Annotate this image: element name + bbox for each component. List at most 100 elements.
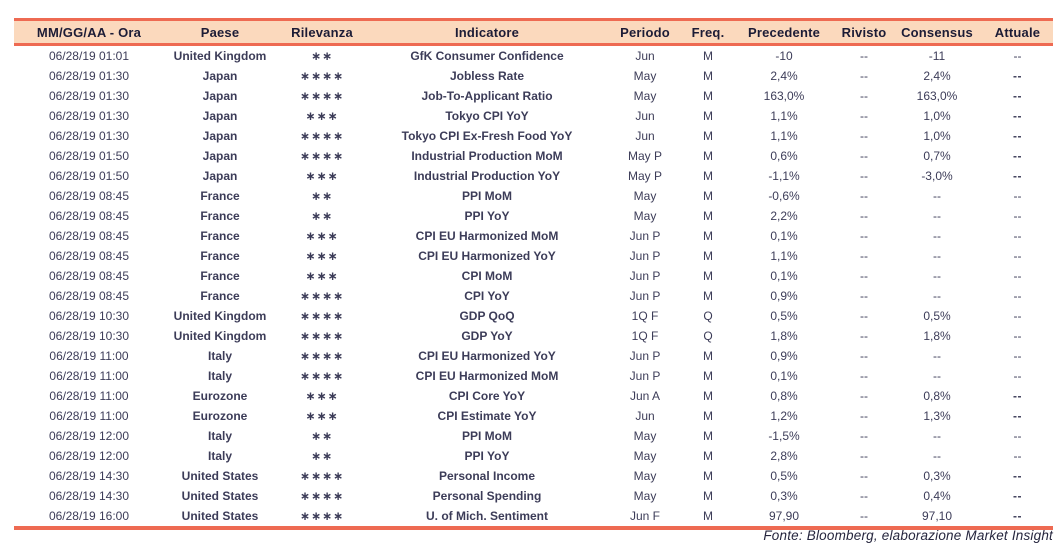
cell-attuale: -- — [1013, 229, 1022, 243]
cell-attuale: -- — [1013, 289, 1022, 303]
cell-precedente: 163,0% — [763, 89, 805, 103]
cell-periodo: 1Q F — [631, 329, 659, 343]
table-row: 06/28/19 12:00 Italy ∗∗ PPI MoM May M -1,5% -- -… — [14, 426, 1053, 446]
cell-rilevanza: ∗∗∗ — [305, 269, 339, 283]
cell-consensus: -- — [933, 229, 941, 243]
cell-attuale: -- — [1013, 69, 1022, 83]
cell-precedente: 0,1% — [770, 269, 798, 283]
cell-indicatore: CPI YoY — [464, 289, 510, 303]
cell-indicatore: Industrial Production YoY — [413, 169, 561, 183]
cell-attuale: -- — [1013, 389, 1022, 403]
cell-consensus: -- — [933, 209, 941, 223]
cell-paese: France — [200, 249, 240, 263]
table-row: 06/28/19 08:45 France ∗∗∗ CPI MoM Jun P M 0,1%… — [14, 266, 1053, 286]
cell-consensus: 0,8% — [923, 389, 951, 403]
cell-indicatore: PPI YoY — [464, 209, 510, 223]
cell-attuale: -- — [1013, 449, 1022, 463]
cell-periodo: May — [633, 489, 657, 503]
table-row: 06/28/19 01:50 Japan ∗∗∗∗ Industrial Produc… — [14, 146, 1053, 166]
cell-indicatore: Tokyo CPI Ex-Fresh Food YoY — [401, 129, 573, 143]
cell-indicatore: PPI MoM — [462, 189, 512, 203]
cell-precedente: 97,90 — [732, 506, 836, 530]
cell-rilevanza: ∗∗∗∗ — [299, 289, 345, 303]
cell-rilevanza: ∗∗∗ — [305, 409, 339, 423]
cell-indicatore: CPI EU Harmonized YoY — [418, 349, 556, 363]
cell-datetime: 06/28/19 08:45 — [48, 229, 130, 243]
cell-rivisto: -- — [860, 249, 868, 263]
cell-periodo: May — [633, 69, 657, 83]
cell-attuale: -- — [1013, 309, 1022, 323]
cell-consensus: -- — [933, 289, 941, 303]
cell-indicatore: Tokyo CPI YoY — [445, 109, 529, 123]
cell-rilevanza: ∗∗ — [310, 449, 334, 463]
cell-rilevanza: ∗∗∗∗ — [299, 489, 345, 503]
cell-consensus: -- — [933, 249, 941, 263]
cell-attuale: -- — [1013, 429, 1022, 443]
cell-paese: United States — [164, 506, 276, 530]
cell-datetime: 06/28/19 10:30 — [48, 329, 130, 343]
cell-datetime: 06/28/19 08:45 — [48, 189, 130, 203]
table-body: 06/28/19 01:01 United Kingdom ∗∗ GfK Consum… — [14, 45, 1053, 530]
cell-rivisto: -- — [860, 469, 868, 483]
cell-freq: M — [703, 69, 713, 83]
table-row: 06/28/19 01:50 Japan ∗∗∗ Industrial Product… — [14, 166, 1053, 186]
cell-indicatore: Personal Income — [438, 469, 536, 483]
cell-rivisto: -- — [860, 49, 868, 63]
cell-freq: M — [703, 189, 713, 203]
cell-precedente: 0,1% — [770, 369, 798, 383]
cell-paese: United States — [181, 489, 259, 503]
cell-consensus: 0,3% — [923, 469, 951, 483]
cell-paese: Japan — [202, 129, 238, 143]
cell-paese: United Kingdom — [173, 49, 267, 63]
cell-rivisto: -- — [860, 209, 868, 223]
cell-rivisto: -- — [860, 109, 868, 123]
cell-consensus: -- — [933, 369, 941, 383]
cell-periodo: Jun P — [629, 249, 661, 263]
cell-attuale: -- — [1013, 369, 1022, 383]
cell-datetime: 06/28/19 08:45 — [48, 209, 130, 223]
column-header-freq: Freq. — [684, 18, 732, 46]
table-row: 06/28/19 11:00 Eurozone ∗∗∗ CPI Core YoY Jun… — [14, 386, 1053, 406]
cell-datetime: 06/28/19 01:50 — [48, 169, 130, 183]
table-row: 06/28/19 10:30 United Kingdom ∗∗∗∗ GDP QoQ 1… — [14, 306, 1053, 326]
cell-attuale: -- — [1013, 189, 1022, 203]
table-row: 06/28/19 14:30 United States ∗∗∗∗ Personal … — [14, 486, 1053, 506]
cell-indicatore: PPI YoY — [464, 449, 510, 463]
cell-rivisto: -- — [860, 149, 868, 163]
cell-datetime: 06/28/19 12:00 — [48, 449, 130, 463]
table-row: 06/28/19 11:00 Italy ∗∗∗∗ CPI EU Harmonized… — [14, 346, 1053, 366]
column-header-attuale: Attuale — [982, 18, 1053, 46]
cell-precedente: 0,9% — [770, 289, 798, 303]
cell-rivisto: -- — [860, 389, 868, 403]
cell-freq: M — [703, 229, 713, 243]
cell-paese: Japan — [202, 69, 238, 83]
cell-rivisto: -- — [860, 349, 868, 363]
cell-indicatore: PPI MoM — [462, 429, 512, 443]
cell-periodo: 1Q F — [631, 309, 659, 323]
cell-indicatore: CPI EU Harmonized YoY — [418, 249, 556, 263]
cell-precedente: 0,6% — [770, 149, 798, 163]
column-header-periodo: Periodo — [606, 18, 684, 46]
header-row: MM/GG/AA - Ora Paese Rilevanza Indicatore Pe… — [14, 18, 1053, 46]
cell-indicatore: GDP QoQ — [459, 309, 515, 323]
cell-attuale: -- — [1013, 169, 1022, 183]
cell-periodo: May — [633, 89, 657, 103]
cell-consensus: 97,10 — [892, 506, 982, 530]
cell-rilevanza: ∗∗∗∗ — [299, 69, 345, 83]
cell-consensus: -- — [933, 349, 941, 363]
cell-consensus: 1,0% — [923, 129, 951, 143]
cell-indicatore: Personal Spending — [432, 489, 542, 503]
cell-datetime: 06/28/19 01:30 — [48, 109, 130, 123]
cell-periodo: Jun P — [629, 369, 661, 383]
cell-indicatore: GDP YoY — [461, 329, 513, 343]
cell-rivisto: -- — [860, 129, 868, 143]
cell-freq: Q — [703, 309, 713, 323]
cell-rilevanza: ∗∗∗∗ — [299, 309, 345, 323]
cell-paese: United Kingdom — [173, 309, 267, 323]
cell-freq: M — [703, 469, 713, 483]
cell-datetime: 06/28/19 08:45 — [48, 269, 130, 283]
table-row: 06/28/19 14:30 United States ∗∗∗∗ Personal … — [14, 466, 1053, 486]
cell-paese: France — [200, 189, 240, 203]
cell-rivisto: -- — [836, 506, 892, 530]
cell-rivisto: -- — [860, 169, 868, 183]
